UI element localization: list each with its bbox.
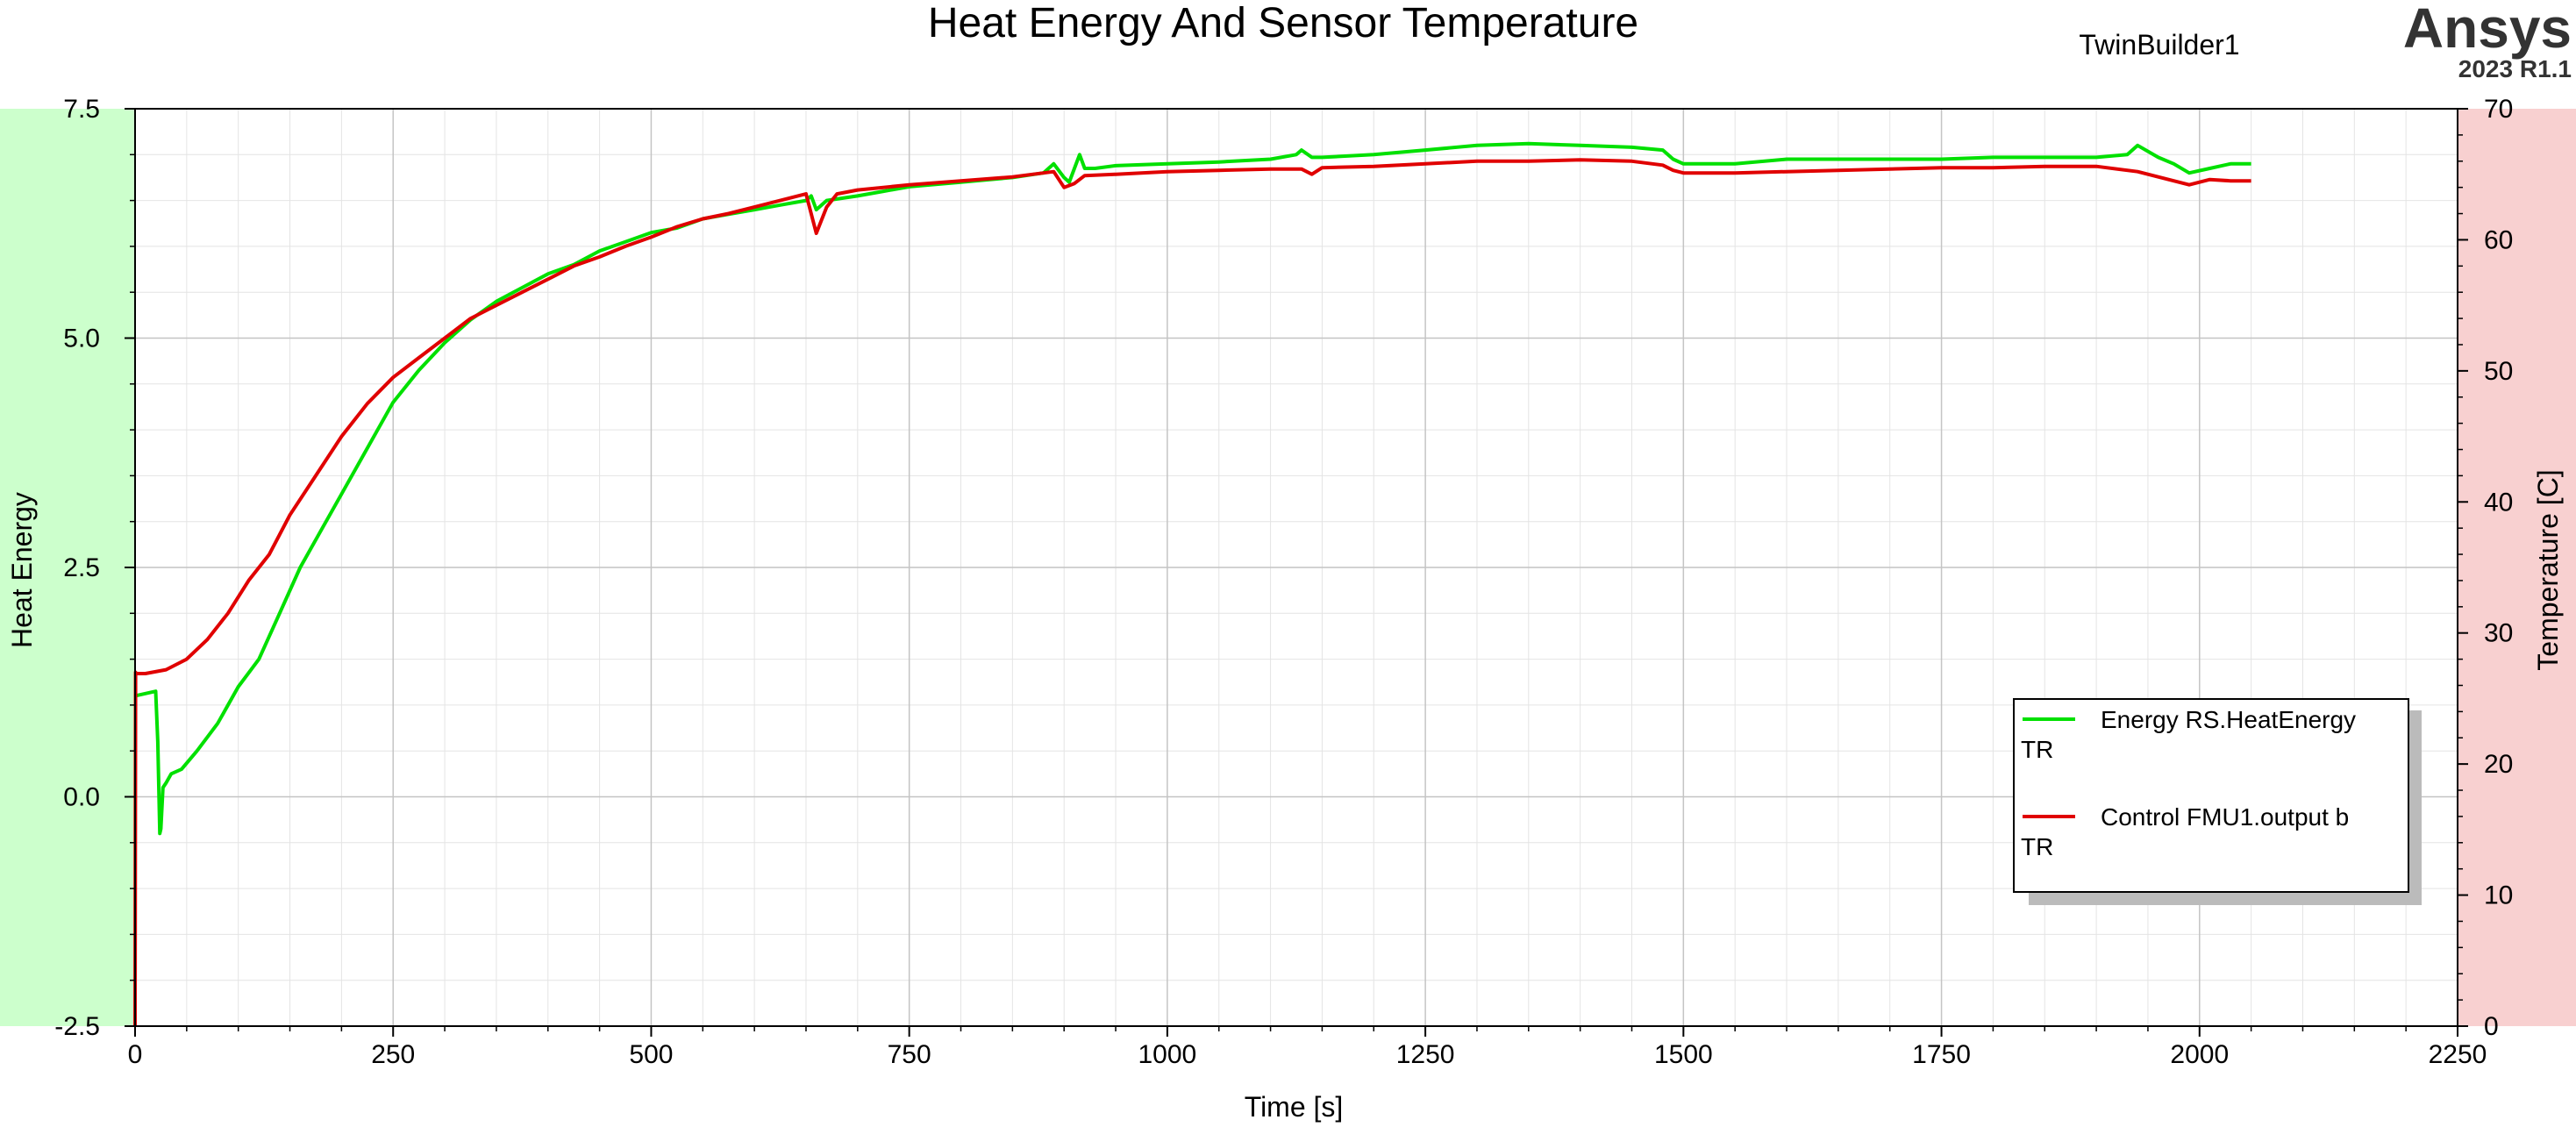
legend-label-energy-wrap: TR bbox=[2021, 736, 2053, 763]
right-axis-ticks: 0 10 20 30 40 50 60 70 bbox=[2458, 95, 2513, 1041]
right-axis-title: Temperature [C] bbox=[2532, 469, 2564, 670]
x-axis-ticks: 0 250 500 750 1000 1250 1500 1750 2000 2250 bbox=[128, 1026, 2487, 1069]
right-axis-band bbox=[2458, 109, 2576, 1026]
y2-tick-label: 70 bbox=[2484, 95, 2513, 124]
x-axis-title: Time [s] bbox=[1245, 1091, 1344, 1123]
legend-label-control: Control FMU1.output b bbox=[2101, 803, 2349, 831]
y2-tick-label: 30 bbox=[2484, 619, 2513, 648]
left-axis-ticks: -2.5 0.0 2.5 5.0 7.5 bbox=[54, 95, 135, 1041]
x-tick-label: 1000 bbox=[1138, 1040, 1197, 1069]
x-tick-label: 250 bbox=[371, 1040, 415, 1069]
y2-tick-label: 50 bbox=[2484, 357, 2513, 386]
y-tick-label: 2.5 bbox=[63, 553, 100, 582]
series-line-energy bbox=[134, 141, 2251, 836]
legend-label-energy: Energy RS.HeatEnergy bbox=[2101, 706, 2356, 733]
x-tick-label: 0 bbox=[128, 1040, 143, 1069]
left-axis-band bbox=[0, 109, 135, 1026]
x-tick-label: 2250 bbox=[2429, 1040, 2487, 1069]
y-tick-label: 0.0 bbox=[63, 783, 100, 812]
x-tick-label: 500 bbox=[629, 1040, 673, 1069]
legend-label-control-wrap: TR bbox=[2021, 833, 2053, 860]
y2-tick-label: 20 bbox=[2484, 750, 2513, 779]
y-tick-label: 5.0 bbox=[63, 325, 100, 353]
x-tick-label: 1500 bbox=[1654, 1040, 1713, 1069]
y2-tick-label: 60 bbox=[2484, 225, 2513, 254]
version-label: 2023 R1.1 bbox=[2458, 55, 2572, 82]
y2-tick-label: 0 bbox=[2484, 1012, 2499, 1041]
left-axis-title: Heat Energy bbox=[6, 492, 38, 648]
x-tick-label: 750 bbox=[888, 1040, 931, 1069]
x-tick-label: 1750 bbox=[1912, 1040, 1971, 1069]
legend-box bbox=[2013, 698, 2409, 893]
y2-tick-label: 10 bbox=[2484, 881, 2513, 910]
x-tick-label: 1250 bbox=[1396, 1040, 1455, 1069]
y-tick-label: 7.5 bbox=[63, 95, 100, 124]
legend[interactable]: Energy RS.HeatEnergy TR Control FMU1.out… bbox=[2013, 698, 2422, 905]
brand-logo: Ansys bbox=[2403, 0, 2572, 60]
y-tick-label: -2.5 bbox=[54, 1012, 100, 1041]
x-tick-label: 2000 bbox=[2170, 1040, 2229, 1069]
series-line-control bbox=[133, 158, 2251, 1027]
project-name: TwinBuilder1 bbox=[2079, 29, 2239, 61]
y2-tick-label: 40 bbox=[2484, 488, 2513, 517]
chart-title: Heat Energy And Sensor Temperature bbox=[928, 0, 1638, 46]
series-layer bbox=[133, 141, 2251, 1027]
